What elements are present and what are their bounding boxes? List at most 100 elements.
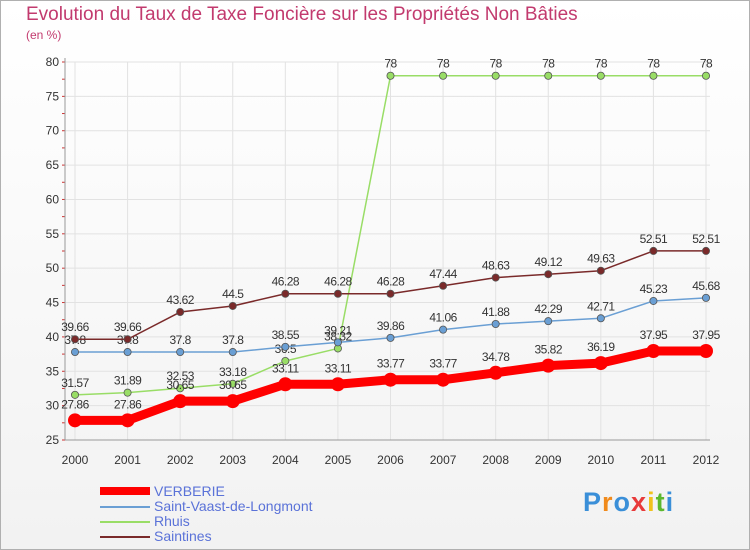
x-tick-label: 2007	[430, 453, 457, 467]
line-chart: 25 30 35 40 45 50 55 60 65 70 75 80 2000 2001 2002 2003…	[46, 55, 721, 467]
y-tick-label: 50	[46, 261, 60, 275]
x-tick-label: 2004	[272, 453, 299, 467]
x-tick-label: 2005	[325, 453, 352, 467]
data-label: 27.86	[61, 397, 89, 411]
data-label: 42.71	[587, 299, 615, 313]
data-point	[491, 71, 500, 80]
data-point	[702, 293, 711, 302]
data-point	[281, 356, 290, 365]
data-label: 39.66	[114, 320, 142, 334]
data-point	[123, 335, 132, 344]
data-label: 78	[489, 57, 502, 71]
data-point	[383, 372, 398, 387]
data-label: 30.65	[166, 378, 194, 392]
logo-letter: P	[583, 487, 603, 517]
data-point	[386, 71, 395, 80]
data-point	[386, 289, 395, 298]
x-tick-label: 2011	[641, 453, 667, 467]
data-point	[330, 377, 345, 392]
data-label: 78	[384, 57, 397, 71]
data-label: 34.78	[482, 350, 510, 364]
data-label: 33.11	[272, 361, 299, 375]
logo-letter: i	[665, 487, 675, 517]
data-point	[120, 413, 135, 428]
logo-letter: o	[613, 487, 632, 517]
data-point	[649, 71, 658, 80]
data-label: 39.86	[377, 319, 405, 333]
x-tick-label: 2000	[62, 453, 89, 467]
data-point	[176, 308, 185, 317]
data-label: 46.28	[272, 275, 300, 289]
data-label: 52.51	[640, 232, 668, 246]
legend-label: Rhuis	[154, 513, 190, 529]
data-point	[596, 314, 605, 323]
data-point	[71, 390, 80, 399]
data-point	[228, 301, 237, 310]
data-point	[544, 71, 553, 80]
y-tick-label: 25	[46, 433, 60, 447]
data-point	[176, 384, 185, 393]
data-label: 31.89	[114, 374, 142, 388]
data-label: 33.77	[429, 357, 457, 371]
data-point	[68, 413, 82, 428]
data-point	[123, 388, 132, 397]
data-point	[71, 348, 80, 357]
x-tick-label: 2008	[482, 453, 509, 467]
data-label: 47.44	[429, 267, 457, 281]
x-tick-label: 2002	[167, 453, 194, 467]
data-label: 33.11	[325, 361, 352, 375]
series-rhuis: 31.5731.8932.5333.1836.538.3278787878787…	[61, 57, 713, 399]
series-saintines: 39.66 39.66 43.62 44.5 46.28 46.28 46.28 47.44 4…	[61, 232, 721, 344]
data-label: 42.29	[534, 302, 562, 316]
legend-swatch	[100, 521, 150, 523]
y-tick-label: 80	[46, 55, 60, 69]
data-point	[333, 289, 342, 298]
legend-swatch	[100, 536, 150, 538]
data-label: 52.51	[692, 232, 720, 246]
data-label: 39.66	[61, 320, 89, 334]
data-point	[699, 343, 713, 358]
data-label: 35.82	[534, 343, 562, 357]
data-label: 49.63	[587, 252, 615, 266]
logo-letter: t	[655, 487, 666, 517]
y-tick-label: 60	[46, 192, 60, 206]
x-tick-label: 2012	[693, 453, 720, 467]
data-point	[281, 289, 290, 298]
data-label: 78	[647, 57, 660, 71]
data-label: 36.19	[587, 340, 615, 354]
data-point	[488, 365, 503, 380]
proxiti-logo: Proxiti	[583, 487, 674, 518]
data-label: 49.12	[534, 255, 562, 269]
data-label: 37.95	[640, 328, 668, 342]
data-label: 39.21	[324, 323, 352, 337]
data-point	[386, 333, 395, 342]
data-label: 45.68	[692, 279, 720, 293]
x-tick-label: 2009	[535, 453, 562, 467]
data-label: 41.88	[482, 305, 510, 319]
data-label: 33.18	[219, 365, 247, 379]
data-point	[439, 71, 448, 80]
data-label: 37.8	[169, 333, 191, 347]
y-tick-label: 35	[46, 364, 60, 378]
data-point	[281, 342, 290, 351]
legend-swatch	[100, 487, 150, 495]
data-label: 31.57	[61, 376, 89, 390]
logo-letter: r	[602, 487, 614, 517]
y-tick-label: 45	[46, 296, 60, 310]
data-point	[225, 394, 240, 409]
data-label: 46.28	[324, 275, 352, 289]
data-point	[544, 270, 553, 279]
data-label: 27.86	[114, 397, 142, 411]
data-label: 78	[595, 57, 608, 71]
data-point	[123, 348, 132, 357]
y-tick-label: 55	[46, 227, 60, 241]
data-point	[228, 379, 237, 388]
legend-label: VERBERIE	[154, 483, 225, 499]
data-point	[176, 348, 185, 357]
data-point	[333, 338, 342, 347]
data-point	[702, 246, 711, 255]
y-tick-label: 40	[46, 330, 60, 344]
data-point	[646, 343, 661, 358]
data-label: 43.62	[166, 293, 194, 307]
